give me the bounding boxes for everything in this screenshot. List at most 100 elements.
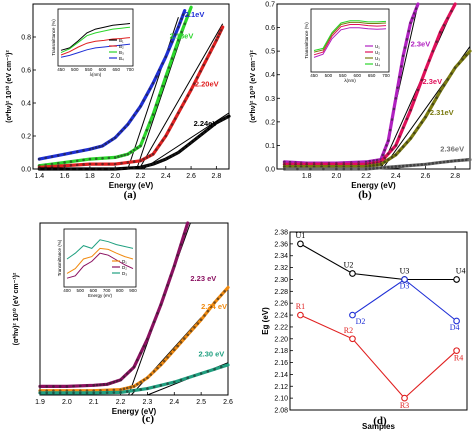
inset-x-tick-label: 600	[353, 73, 361, 78]
inset-x-tick-label: 450	[57, 67, 65, 72]
series-marker	[146, 376, 149, 380]
x-tick-label: 1.4	[34, 173, 44, 180]
panel-label: (a)	[124, 189, 137, 201]
x-tick-label: 2.8	[211, 173, 221, 180]
series-marker	[170, 40, 174, 44]
y-tick-label: 0.3	[265, 96, 275, 103]
series-marker	[45, 385, 49, 388]
series-marker	[94, 167, 98, 171]
series-marker	[152, 385, 156, 389]
series-marker	[461, 58, 464, 61]
series-marker	[192, 82, 196, 85]
inset-x-axis-label: Energy (eV)	[88, 293, 113, 298]
bandgap-annotation: 2.23 eV	[190, 274, 216, 283]
series-marker	[142, 165, 145, 168]
series-marker	[126, 166, 130, 170]
series-marker	[50, 155, 54, 158]
series-marker	[446, 160, 450, 163]
series-marker	[173, 117, 177, 120]
series-marker	[213, 367, 216, 371]
series-marker	[335, 167, 338, 171]
series-marker	[164, 55, 168, 59]
x-tick-label: 2.3	[143, 399, 153, 406]
series-marker	[92, 384, 96, 387]
data-point	[349, 270, 356, 277]
series-marker	[400, 65, 403, 68]
data-point	[349, 311, 356, 319]
series-marker	[75, 159, 79, 163]
inset-series-line	[313, 24, 387, 56]
series-marker	[164, 157, 168, 161]
series-marker	[167, 128, 171, 132]
series-marker	[69, 163, 73, 167]
series-marker	[107, 156, 111, 160]
inset-series-line	[313, 20, 387, 51]
series-marker	[288, 165, 292, 168]
series-marker	[379, 162, 383, 166]
series-marker	[375, 163, 379, 167]
bandgap-annotation: 2.24 eV	[201, 302, 227, 311]
series-marker	[123, 126, 126, 130]
data-point	[349, 335, 356, 343]
series-marker	[385, 144, 388, 147]
series-marker	[294, 165, 297, 168]
series-marker	[152, 370, 156, 373]
series-marker	[45, 391, 49, 395]
series-marker	[223, 289, 226, 293]
inset-series-line	[60, 37, 131, 56]
series-marker	[283, 162, 286, 166]
inset-frame	[310, 8, 390, 73]
series-marker	[401, 164, 405, 168]
series-marker	[166, 284, 169, 287]
series-marker	[199, 69, 202, 73]
series-marker	[183, 100, 187, 103]
series-marker	[457, 62, 461, 65]
series-marker	[161, 139, 164, 142]
series-marker	[94, 162, 98, 166]
series-marker	[387, 165, 390, 169]
series-marker	[183, 22, 187, 26]
series-marker	[364, 167, 368, 171]
series-marker	[327, 162, 331, 166]
series-marker	[420, 78, 424, 82]
inset-x-tick-label: 400	[63, 288, 71, 293]
panel-c: 1.9 2.0 2.1 2.2 2.3 2.4 2.5 2.6 Energy (eV) (α*hν…	[12, 221, 233, 425]
series-marker	[409, 137, 412, 140]
series-line	[300, 243, 457, 281]
x-axis-label: Energy (eV)	[109, 181, 154, 190]
series-marker	[439, 89, 442, 93]
y-tick-label: 2.26	[274, 301, 288, 308]
x-tick-label: 2.4	[391, 173, 401, 180]
series-marker	[405, 38, 409, 41]
bandgap-annotation: 2.1eV	[185, 10, 205, 19]
series-marker	[196, 322, 200, 325]
series-marker	[120, 154, 123, 158]
series-marker	[464, 53, 468, 57]
series-marker	[56, 164, 60, 168]
point-label: D2	[356, 317, 366, 326]
bandgap-annotation: 2.24eV	[194, 119, 218, 128]
y-tick-label: 2.12	[274, 384, 288, 391]
series-marker	[216, 297, 220, 301]
y-tick-label: 2.14	[274, 372, 288, 379]
series-marker	[151, 81, 155, 85]
series-marker	[56, 167, 60, 171]
y-axis-label: (α*hν)² 10¹⁰ (eV cm⁻¹)²	[249, 50, 257, 123]
series-marker	[148, 154, 152, 158]
series-marker	[149, 373, 153, 376]
y-tick-label: 2.28	[274, 289, 288, 296]
series-marker	[177, 111, 180, 115]
series-marker	[88, 147, 92, 151]
series-marker	[211, 45, 215, 48]
series-marker	[99, 383, 102, 387]
series-marker	[129, 118, 133, 122]
inset-series-line	[60, 23, 131, 51]
series-marker	[145, 128, 149, 132]
series-marker	[405, 164, 409, 168]
series-marker	[193, 325, 196, 329]
series-marker	[431, 102, 435, 106]
x-tick-label: 1.6	[60, 173, 70, 180]
series-marker	[154, 75, 158, 78]
inset-series-line	[60, 43, 131, 58]
